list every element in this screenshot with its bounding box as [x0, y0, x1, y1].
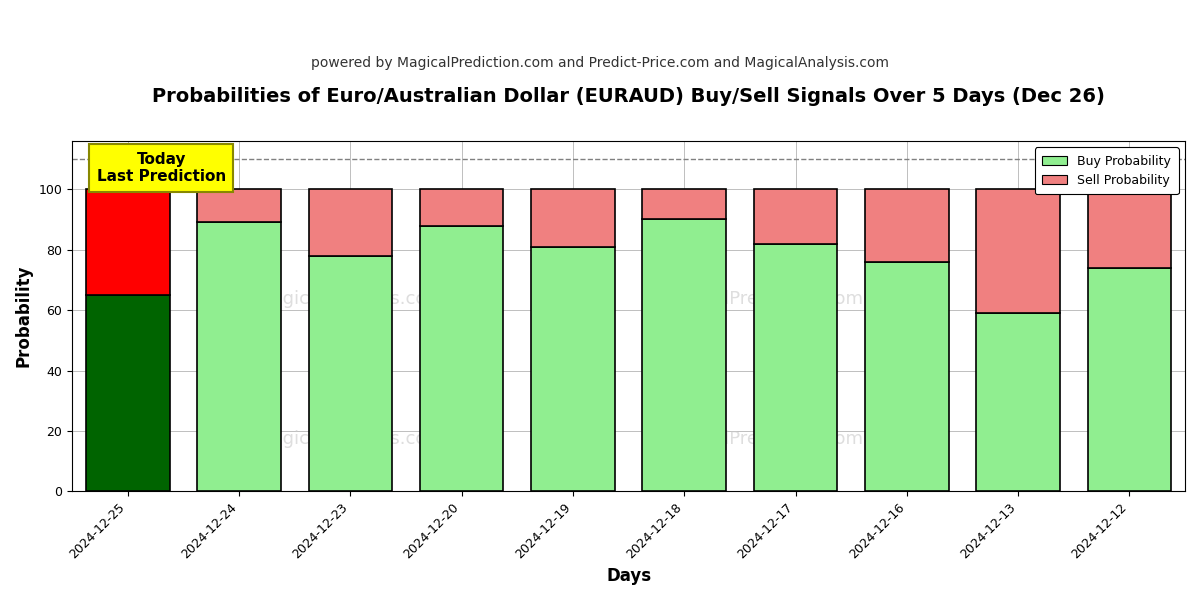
Bar	[197, 223, 281, 491]
Bar	[977, 313, 1060, 491]
Text: powered by MagicalPrediction.com and Predict-Price.com and MagicalAnalysis.com: powered by MagicalPrediction.com and Pre…	[311, 56, 889, 70]
Bar	[642, 220, 726, 491]
Text: MagicalPrediction.com: MagicalPrediction.com	[661, 430, 864, 448]
Legend: Buy Probability, Sell Probability: Buy Probability, Sell Probability	[1034, 147, 1178, 194]
Bar	[420, 189, 503, 226]
Text: MagicalAnalysis.com: MagicalAnalysis.com	[257, 290, 444, 308]
Text: MagicalPrediction.com: MagicalPrediction.com	[661, 290, 864, 308]
Bar	[86, 189, 169, 295]
Bar	[532, 247, 614, 491]
Text: MagicalAnalysis.com: MagicalAnalysis.com	[257, 430, 444, 448]
Bar	[86, 295, 169, 491]
Bar	[754, 244, 838, 491]
Bar	[308, 256, 392, 491]
Bar	[532, 189, 614, 247]
Bar	[865, 262, 948, 491]
Bar	[1087, 189, 1171, 268]
Bar	[754, 189, 838, 244]
Bar	[977, 189, 1060, 313]
Bar	[1087, 268, 1171, 491]
Bar	[865, 189, 948, 262]
Bar	[642, 189, 726, 220]
Text: Today
Last Prediction: Today Last Prediction	[96, 152, 226, 184]
Title: Probabilities of Euro/Australian Dollar (EURAUD) Buy/Sell Signals Over 5 Days (D: Probabilities of Euro/Australian Dollar …	[152, 87, 1105, 106]
X-axis label: Days: Days	[606, 567, 652, 585]
Bar	[308, 189, 392, 256]
Y-axis label: Probability: Probability	[16, 265, 34, 367]
Bar	[420, 226, 503, 491]
Bar	[197, 189, 281, 223]
